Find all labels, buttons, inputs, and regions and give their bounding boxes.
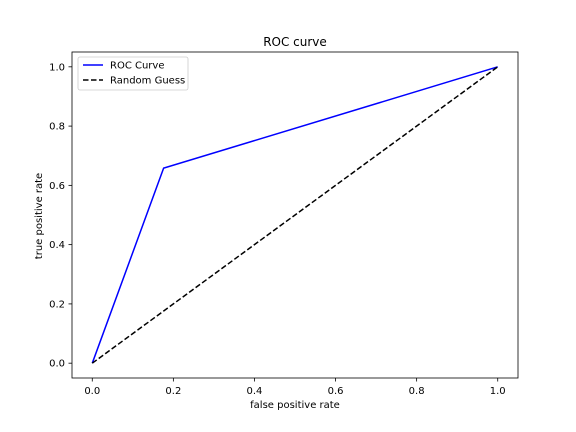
legend: ROC Curve Random Guess: [77, 56, 189, 91]
y-tick-label-0: 0.0: [49, 359, 65, 370]
x-tick-label-0: 0.0: [84, 386, 100, 397]
axes-frame: [71, 51, 519, 379]
y-tick-label-3: 0.6: [49, 181, 65, 192]
x-axis-label: false positive rate: [250, 400, 340, 411]
y-tick-label-5: 1.0: [49, 62, 65, 73]
x-tick-label-5: 1.0: [490, 386, 506, 397]
x-tick-label-3: 0.6: [328, 386, 344, 397]
x-tick-label-2: 0.4: [247, 386, 263, 397]
chart-title: ROC curve: [263, 35, 327, 49]
y-axis-label: true positive rate: [34, 173, 45, 259]
y-tick-label-4: 0.8: [49, 122, 65, 133]
legend-box: [77, 56, 189, 91]
y-tick-label-2: 0.4: [49, 240, 65, 251]
series-line-1: [91, 66, 499, 364]
y-tick-label-1: 0.2: [49, 299, 65, 310]
plot-area: 0.0 0.2 0.4 0.6 0.8 1.0 0.0 0.2 0.4 0.6 0.8 1.0: [49, 51, 519, 397]
x-tick-label-4: 0.8: [409, 386, 425, 397]
legend-label-0: ROC Curve: [110, 61, 164, 72]
legend-label-1: Random Guess: [110, 76, 185, 87]
x-tick-label-1: 0.2: [165, 386, 181, 397]
series-line-0: [91, 66, 498, 364]
